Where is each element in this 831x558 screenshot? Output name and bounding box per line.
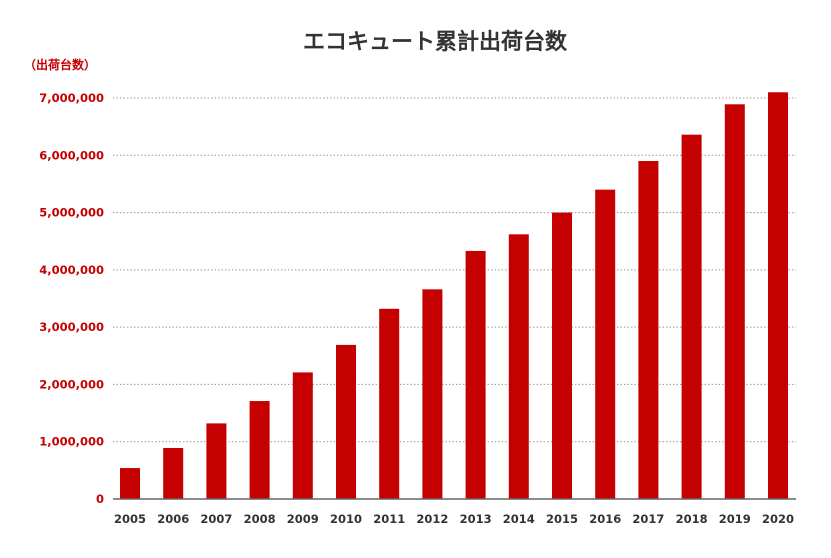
bar — [552, 212, 572, 500]
bar — [595, 189, 616, 499]
x-tick-label: 2013 — [460, 512, 492, 526]
x-tick-label: 2008 — [244, 512, 276, 526]
x-tick-label: 2005 — [114, 512, 146, 526]
y-tick-label: 2,000,000 — [39, 377, 104, 391]
x-tick-label: 2011 — [373, 512, 405, 526]
y-axis-label: （出荷台数） — [24, 57, 96, 72]
bar — [206, 423, 227, 499]
x-tick-label: 2009 — [287, 512, 319, 526]
y-tick-label: 4,000,000 — [39, 263, 104, 277]
y-tick-label: 7,000,000 — [39, 91, 104, 105]
x-tick-label: 2007 — [200, 512, 232, 526]
bars — [120, 92, 788, 500]
y-tick-label: 1,000,000 — [39, 435, 104, 449]
chart-title: エコキュート累計出荷台数 — [303, 29, 568, 55]
bar — [768, 92, 788, 500]
x-tick-label: 2015 — [546, 512, 578, 526]
bar — [638, 161, 659, 499]
x-tick-label: 2019 — [719, 512, 751, 526]
bar — [336, 344, 356, 499]
x-tick-label: 2014 — [503, 512, 535, 526]
y-tick-label: 0 — [96, 492, 104, 506]
bar — [249, 401, 270, 499]
x-tick-label: 2017 — [632, 512, 664, 526]
bar — [422, 289, 443, 499]
x-tick-label: 2012 — [416, 512, 448, 526]
y-tick-label: 3,000,000 — [39, 320, 104, 334]
x-tick-label: 2020 — [762, 512, 794, 526]
y-tick-labels: 0 1,000,000 2,000,000 3,000,000 4,000,000 5,0… — [39, 91, 104, 506]
x-tick-label: 2006 — [157, 512, 189, 526]
bar — [681, 134, 702, 500]
bar — [292, 372, 313, 499]
bar — [379, 308, 400, 499]
bar — [163, 448, 184, 499]
x-tick-label: 2010 — [330, 512, 362, 526]
x-tick-label: 2018 — [676, 512, 708, 526]
x-tick-labels: 2005 2006 2007 2008 2009 2010 2011 2012 2013 2014… — [114, 512, 794, 526]
bar — [120, 468, 140, 499]
x-tick-label: 2016 — [589, 512, 621, 526]
y-tick-label: 5,000,000 — [39, 206, 104, 220]
bar — [465, 250, 486, 499]
bar — [724, 104, 745, 500]
y-tick-label: 6,000,000 — [39, 148, 104, 162]
bar — [508, 234, 529, 499]
